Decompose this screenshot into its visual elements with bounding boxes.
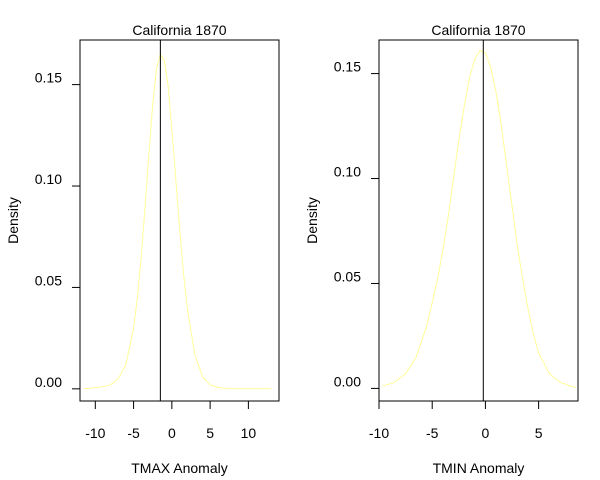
x-tick-label-2-1: -10: [369, 425, 389, 441]
x-tick-label-1-2: -5: [127, 425, 140, 441]
y-axis-label-2: Density: [304, 197, 320, 244]
x-tick-label-2-4: 5: [535, 425, 543, 441]
x-axis-label-1: TMAX Anomaly: [131, 460, 227, 476]
chart-title-2: California 1870: [431, 22, 525, 38]
x-tick-label-1-1: -10: [85, 425, 105, 441]
x-tick-label-1-3: 0: [168, 425, 176, 441]
y-tick-label-2-3: 0.10: [334, 164, 361, 180]
x-tick-label-2-3: 0: [482, 425, 490, 441]
density-curve-1-1: [83, 52, 272, 390]
chart-title-1: California 1870: [132, 22, 226, 38]
density-curve-2-1: [382, 49, 577, 388]
y-tick-label-2-4: 0.15: [334, 59, 361, 75]
x-tick-label-2-2: -5: [426, 425, 439, 441]
plot-frame-1: [79, 39, 280, 402]
y-tick-label-2-2: 0.05: [334, 268, 361, 284]
x-tick-label-1-4: 5: [206, 425, 214, 441]
plot-frame-2: [378, 39, 579, 402]
y-tick-label-1-2: 0.05: [35, 272, 62, 288]
y-tick-label-1-4: 0.15: [35, 70, 62, 86]
y-tick-label-1-3: 0.10: [35, 171, 62, 187]
x-axis-label-2: TMIN Anomaly: [433, 460, 525, 476]
y-tick-label-2-1: 0.00: [334, 373, 361, 389]
y-tick-label-1-1: 0.00: [35, 374, 62, 390]
y-axis-label-1: Density: [5, 197, 21, 244]
x-tick-label-1-5: 10: [241, 425, 257, 441]
